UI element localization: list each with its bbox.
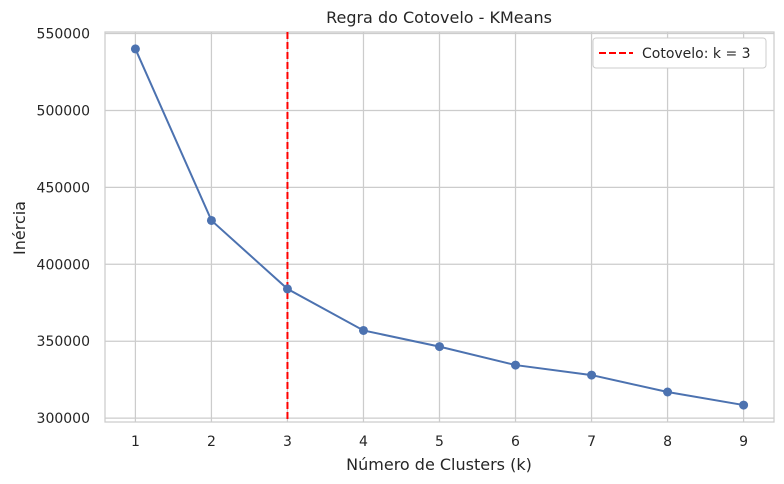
x-axis-label: Número de Clusters (k) xyxy=(346,455,532,474)
y-axis-label: Inércia xyxy=(10,201,29,255)
y-tick-label: 350000 xyxy=(37,334,90,350)
x-tick-label: 9 xyxy=(739,434,748,450)
plot-area xyxy=(104,31,775,423)
y-tick-label: 450000 xyxy=(37,180,90,196)
legend-label-elbow: Cotovelo: k = 3 xyxy=(642,46,751,62)
x-tick-label: 7 xyxy=(587,434,596,450)
data-point xyxy=(282,284,292,294)
x-tick-label: 6 xyxy=(511,434,520,450)
x-tick-label: 5 xyxy=(435,434,444,450)
series xyxy=(130,44,749,410)
x-tick-label: 4 xyxy=(359,434,368,450)
x-tick-label: 1 xyxy=(131,434,140,450)
legend-box xyxy=(592,37,767,69)
grid xyxy=(105,32,774,422)
data-point xyxy=(587,370,597,380)
x-tick-label: 3 xyxy=(283,434,292,450)
x-tick-label: 2 xyxy=(207,434,216,450)
data-point xyxy=(130,44,140,54)
y-tick-label: 400000 xyxy=(37,257,90,273)
y-axis-ticks: 300000 350000 400000 450000 500000 550000 xyxy=(37,27,90,428)
chart-title: Regra do Cotovelo - KMeans xyxy=(326,8,552,27)
data-point xyxy=(663,387,673,397)
data-point xyxy=(358,325,368,335)
x-axis-ticks: 1 2 3 4 5 6 7 8 9 xyxy=(131,434,748,450)
data-point xyxy=(511,360,521,370)
legend: Cotovelo: k = 3 xyxy=(592,37,767,69)
data-point xyxy=(206,215,216,225)
y-tick-label: 550000 xyxy=(37,27,90,43)
x-tick-label: 8 xyxy=(663,434,672,450)
data-point xyxy=(435,342,444,352)
data-point xyxy=(739,400,749,410)
y-tick-label: 300000 xyxy=(37,411,90,427)
y-tick-label: 500000 xyxy=(37,103,90,119)
